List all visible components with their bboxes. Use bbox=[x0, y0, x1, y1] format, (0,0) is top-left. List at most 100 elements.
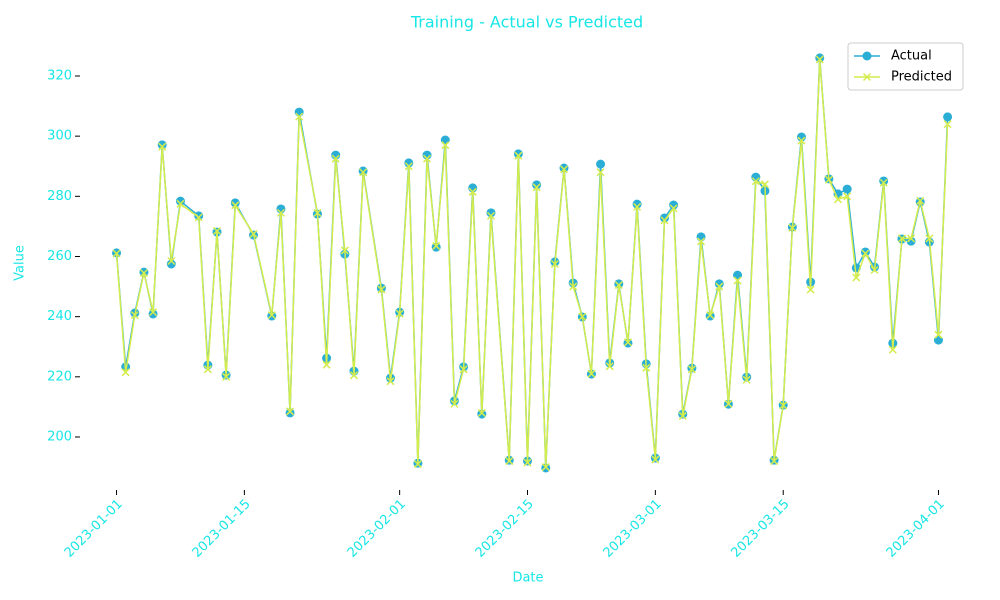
x-tick-label: 2023-03-01 bbox=[601, 497, 665, 561]
point bbox=[349, 371, 359, 380]
point bbox=[149, 308, 158, 317]
series bbox=[112, 55, 952, 472]
point bbox=[249, 229, 258, 238]
point bbox=[943, 120, 952, 129]
chart-title: Training - Actual vs Predicted bbox=[410, 13, 643, 32]
point bbox=[715, 282, 724, 291]
point bbox=[614, 279, 624, 289]
point bbox=[441, 141, 450, 150]
point bbox=[468, 187, 477, 196]
point bbox=[413, 460, 422, 469]
legend-marker bbox=[862, 51, 872, 61]
point bbox=[231, 201, 240, 210]
point bbox=[450, 399, 459, 408]
point bbox=[313, 208, 322, 217]
point bbox=[486, 211, 495, 220]
point bbox=[523, 458, 532, 467]
point bbox=[916, 196, 925, 205]
point bbox=[669, 200, 679, 210]
point bbox=[879, 176, 889, 186]
point bbox=[331, 154, 340, 163]
point bbox=[614, 281, 623, 290]
point bbox=[340, 246, 349, 255]
point bbox=[167, 256, 176, 266]
point bbox=[833, 195, 843, 204]
point bbox=[139, 268, 148, 278]
point bbox=[907, 234, 916, 243]
point bbox=[842, 184, 852, 194]
point bbox=[587, 369, 596, 378]
point bbox=[633, 202, 642, 211]
point bbox=[934, 330, 943, 339]
x-tick-label: 2023-02-01 bbox=[345, 497, 409, 561]
point bbox=[660, 216, 669, 225]
y-tick-label: 320 bbox=[47, 68, 72, 83]
point bbox=[706, 311, 715, 320]
point bbox=[852, 273, 861, 282]
point bbox=[714, 279, 724, 289]
x-tick-label: 2023-01-01 bbox=[62, 497, 126, 561]
point bbox=[276, 208, 285, 217]
x-tick-label: 2023-02-15 bbox=[473, 497, 537, 561]
point bbox=[669, 204, 678, 213]
point bbox=[751, 172, 761, 182]
line bbox=[115, 59, 949, 468]
point bbox=[130, 311, 139, 320]
point bbox=[212, 226, 222, 235]
point bbox=[560, 165, 569, 174]
point bbox=[925, 234, 934, 243]
point bbox=[642, 363, 651, 372]
y-tick-label: 280 bbox=[47, 189, 72, 204]
point bbox=[267, 311, 276, 320]
point bbox=[148, 309, 158, 319]
point bbox=[176, 199, 185, 208]
series bbox=[112, 53, 953, 473]
point bbox=[724, 399, 733, 408]
point bbox=[532, 180, 542, 190]
point bbox=[230, 198, 240, 208]
point bbox=[696, 232, 706, 242]
point bbox=[541, 463, 550, 472]
point bbox=[751, 177, 760, 186]
point bbox=[359, 168, 368, 177]
y-tick-label: 240 bbox=[47, 309, 72, 324]
point bbox=[943, 112, 953, 122]
point bbox=[651, 455, 660, 464]
point bbox=[623, 338, 632, 347]
legend-marker bbox=[862, 72, 872, 82]
point bbox=[286, 407, 295, 416]
y-tick-label: 220 bbox=[47, 369, 72, 384]
point bbox=[386, 377, 395, 386]
point bbox=[295, 112, 304, 121]
point bbox=[659, 213, 669, 223]
point bbox=[166, 259, 176, 269]
point bbox=[742, 375, 751, 384]
legend-label: Actual bbox=[891, 49, 932, 64]
point bbox=[559, 163, 569, 173]
point bbox=[550, 259, 559, 269]
legend-label: Predicted bbox=[891, 70, 952, 85]
y-tick-label: 300 bbox=[47, 129, 72, 144]
point bbox=[121, 368, 130, 377]
point bbox=[404, 158, 414, 168]
point bbox=[395, 309, 404, 318]
point bbox=[222, 372, 231, 381]
point bbox=[596, 159, 606, 169]
point bbox=[733, 276, 742, 285]
point bbox=[505, 457, 514, 466]
point bbox=[815, 53, 825, 63]
point bbox=[696, 237, 706, 246]
x-tick-label: 2023-04-01 bbox=[884, 497, 948, 561]
point bbox=[203, 365, 212, 374]
point bbox=[861, 249, 870, 258]
point bbox=[532, 183, 541, 192]
x-tick-label: 2023-03-15 bbox=[728, 497, 792, 561]
point bbox=[377, 285, 386, 294]
point bbox=[175, 196, 185, 206]
point bbox=[605, 362, 614, 371]
line bbox=[115, 57, 949, 469]
y-axis-label: Value bbox=[13, 245, 28, 281]
point bbox=[513, 149, 523, 159]
point bbox=[824, 175, 833, 184]
